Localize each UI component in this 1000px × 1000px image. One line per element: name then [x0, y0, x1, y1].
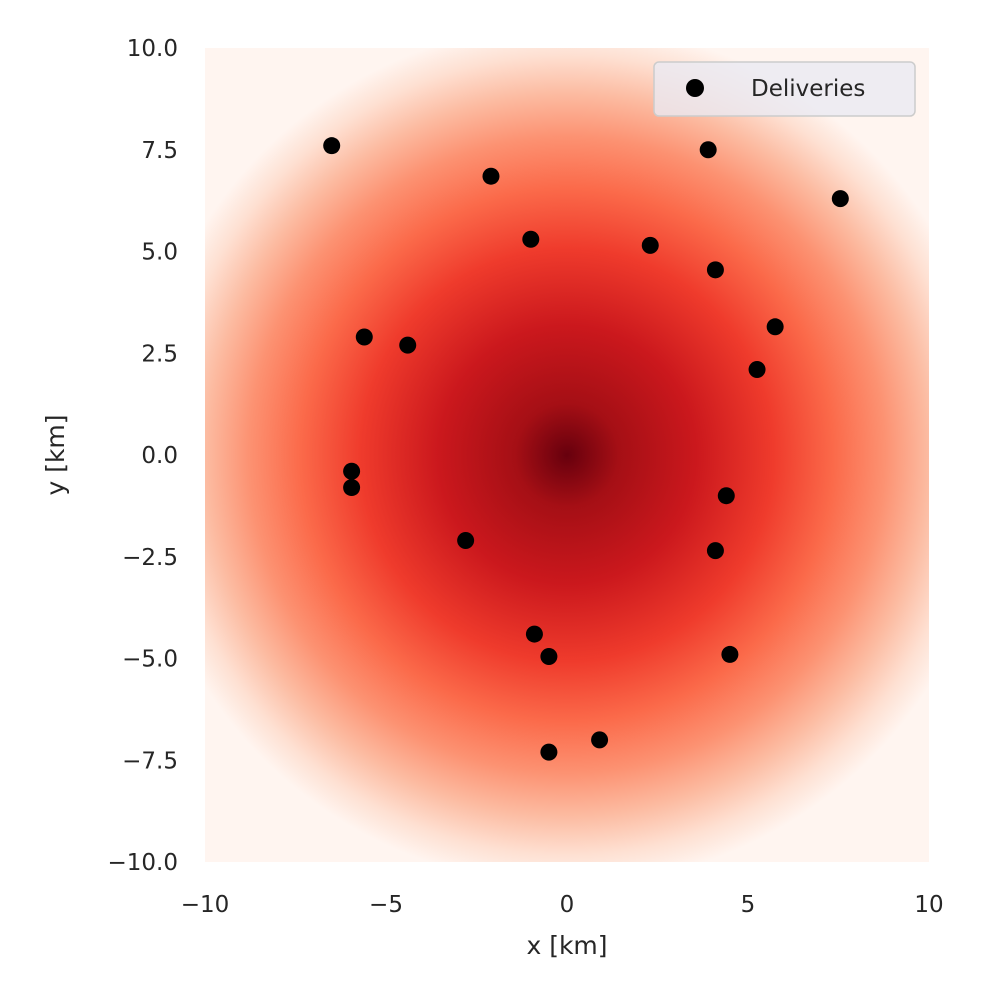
delivery-point: [343, 479, 361, 497]
delivery-point: [323, 137, 341, 155]
x-tick-label: −5: [369, 892, 403, 918]
x-axis-label: x [km]: [526, 931, 607, 960]
delivery-point: [540, 647, 558, 665]
legend-marker: [686, 79, 704, 97]
delivery-point: [591, 731, 609, 749]
x-tick-label: 10: [914, 892, 943, 918]
legend-label-deliveries: Deliveries: [751, 76, 865, 102]
delivery-point: [457, 531, 475, 549]
delivery-point: [525, 625, 543, 643]
delivery-point: [399, 336, 417, 354]
x-tick-label: 0: [560, 892, 575, 918]
density-heatmap: [205, 48, 929, 862]
y-tick-label: 2.5: [141, 341, 178, 367]
delivery-point: [482, 167, 500, 185]
x-axis-ticks: −10 −5 0 5 10: [181, 892, 944, 918]
delivery-point: [748, 361, 766, 379]
delivery-point: [522, 230, 540, 248]
delivery-point: [699, 141, 717, 159]
y-tick-label: −10.0: [108, 850, 178, 876]
y-tick-label: 5.0: [141, 240, 178, 266]
delivery-point: [831, 190, 849, 208]
y-axis-label: y [km]: [41, 414, 70, 495]
legend-box: [653, 61, 916, 117]
y-tick-label: −2.5: [122, 545, 178, 571]
y-tick-label: 7.5: [141, 138, 178, 164]
delivery-point: [766, 318, 784, 336]
delivery-point: [721, 645, 739, 663]
delivery-point: [717, 487, 735, 505]
x-tick-label: 5: [741, 892, 756, 918]
delivery-point: [540, 743, 558, 761]
y-tick-label: −5.0: [122, 647, 178, 673]
delivery-point: [355, 328, 373, 346]
legend: Deliveries: [653, 61, 916, 117]
y-axis-ticks: −10.0 −7.5 −5.0 −2.5 0.0 2.5 5.0 7.5 10.0: [108, 36, 178, 876]
y-tick-label: 10.0: [127, 36, 178, 62]
deliveries-points: [323, 137, 849, 761]
delivery-point: [641, 236, 659, 254]
x-tick-label: −10: [181, 892, 230, 918]
y-tick-label: 0.0: [141, 443, 178, 469]
delivery-point: [343, 462, 361, 480]
y-tick-label: −7.5: [122, 748, 178, 774]
delivery-point: [706, 261, 724, 279]
delivery-point: [706, 542, 724, 560]
